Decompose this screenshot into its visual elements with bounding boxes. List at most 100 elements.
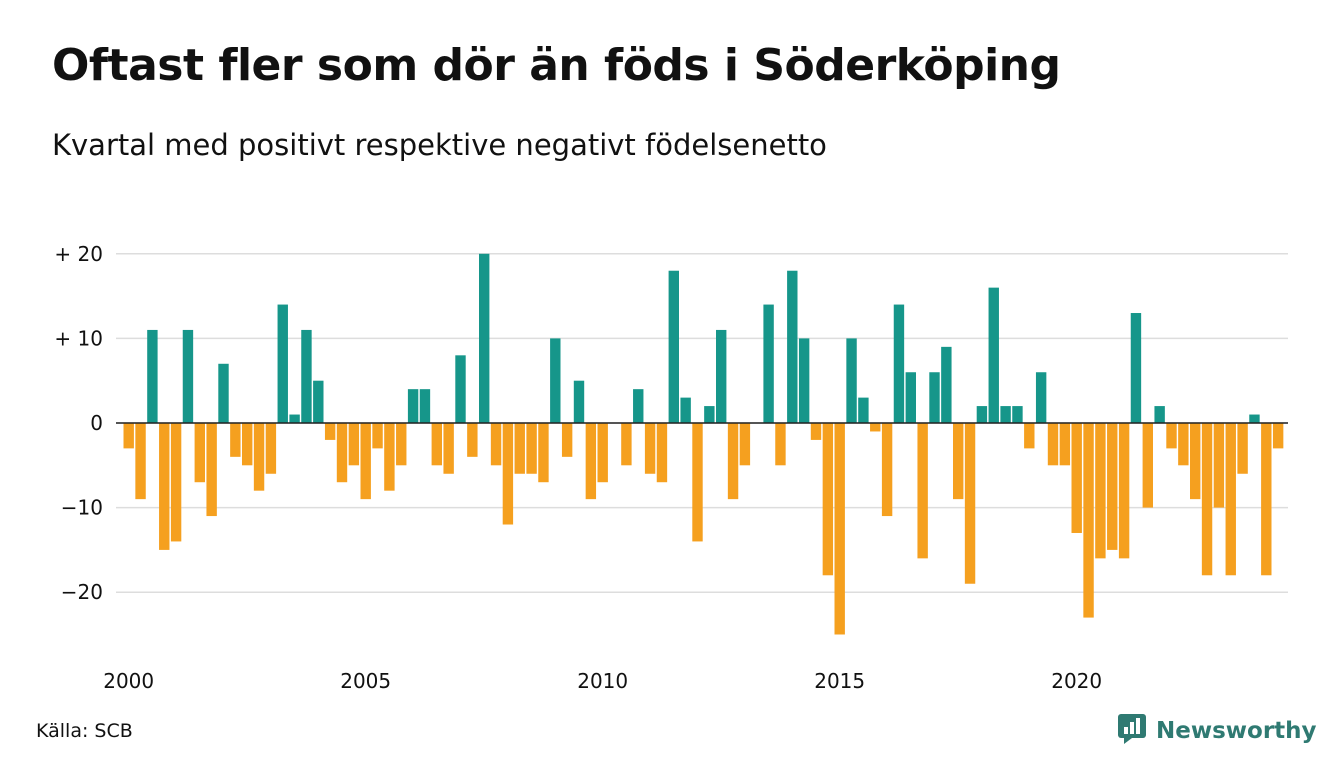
- bar: [1130, 313, 1142, 423]
- bar: [218, 363, 229, 423]
- bar: [621, 423, 632, 466]
- bar: [206, 423, 217, 517]
- bar: [1024, 423, 1035, 449]
- bar: [455, 355, 466, 423]
- bar: [846, 338, 857, 423]
- bar: [372, 423, 383, 449]
- bar: [1083, 423, 1094, 618]
- bar: [1237, 423, 1248, 474]
- bar: [893, 304, 905, 423]
- bar: [538, 423, 549, 483]
- bar-chart-speech-bubble-icon: [1118, 714, 1146, 748]
- bar: [834, 423, 845, 635]
- bar: [633, 389, 644, 423]
- bar: [668, 270, 679, 423]
- bar: [1047, 423, 1059, 466]
- bar: [692, 423, 703, 542]
- bar: [407, 389, 419, 423]
- bar: [289, 414, 300, 423]
- bar: [1107, 423, 1118, 550]
- x-tick-label: 2015: [814, 669, 865, 693]
- bar: [348, 423, 360, 466]
- bar: [490, 423, 502, 466]
- bar: [467, 423, 478, 457]
- bar: [929, 372, 940, 423]
- bar: [810, 423, 822, 440]
- bar: [881, 423, 893, 517]
- bar: [680, 397, 691, 423]
- bar: [301, 329, 312, 423]
- bar: [123, 423, 134, 449]
- bar: [1095, 423, 1106, 559]
- bar: [384, 423, 395, 491]
- bar: [858, 397, 869, 423]
- bar: [1272, 423, 1284, 449]
- bar: [170, 423, 182, 542]
- bar: [573, 380, 585, 423]
- bar: [265, 423, 277, 474]
- bar: [585, 423, 597, 500]
- bar: [313, 380, 324, 423]
- bar: [1118, 423, 1130, 559]
- y-tick-label: + 20: [54, 242, 103, 266]
- bars: [123, 253, 1284, 635]
- bar: [242, 423, 253, 466]
- bar: [135, 423, 146, 500]
- bar: [656, 423, 668, 483]
- bar: [431, 423, 442, 466]
- bar: [1213, 423, 1225, 508]
- bar: [419, 389, 431, 423]
- bar: [644, 423, 656, 474]
- bar: [739, 423, 751, 466]
- bar: [324, 423, 336, 440]
- bar: [1142, 423, 1153, 508]
- bar: [1035, 372, 1047, 423]
- bar: [964, 423, 976, 584]
- bar: [976, 406, 988, 423]
- bar: [1000, 406, 1011, 423]
- bar: [988, 287, 999, 423]
- bar: [704, 406, 715, 423]
- bar: [798, 338, 810, 423]
- bar: [1190, 423, 1201, 500]
- bar: [1178, 423, 1189, 466]
- bar: [253, 423, 265, 491]
- bar: [905, 372, 916, 423]
- x-tick-label: 2010: [577, 669, 628, 693]
- bar: [443, 423, 454, 474]
- x-tick-label: 2005: [340, 669, 391, 693]
- bar: [1225, 423, 1236, 576]
- x-tick-label: 2000: [103, 669, 154, 693]
- bar: [941, 346, 952, 423]
- bar: [1249, 414, 1260, 423]
- bar: [953, 423, 964, 500]
- bar: [182, 329, 194, 423]
- bar: [396, 423, 407, 466]
- chart-subtitle: Kvartal med positivt respektive negativt…: [52, 128, 827, 162]
- bar: [360, 423, 371, 500]
- bar: [787, 270, 798, 423]
- bar: [230, 423, 241, 457]
- bar: [147, 329, 158, 423]
- brand-logo: Newsworthy: [1118, 714, 1317, 748]
- bar-chart: + 20 + 10 0 −10 −20 2000 2005 2010 2015 2020: [54, 242, 1288, 693]
- bar: [597, 423, 608, 483]
- bar: [159, 423, 170, 550]
- bar: [277, 304, 288, 423]
- y-tick-label: 0: [90, 411, 103, 435]
- bar: [727, 423, 739, 500]
- bar: [917, 423, 928, 559]
- bar: [1154, 406, 1165, 423]
- bar: [514, 423, 525, 474]
- bar: [561, 423, 573, 457]
- bar: [336, 423, 348, 483]
- bar: [479, 253, 490, 423]
- bar: [194, 423, 205, 483]
- y-tick-label: −20: [61, 580, 103, 604]
- bar: [763, 304, 774, 423]
- axes: + 20 + 10 0 −10 −20 2000 2005 2010 2015 2020: [54, 242, 1288, 693]
- bar: [1166, 423, 1177, 449]
- x-tick-label: 2020: [1051, 669, 1102, 693]
- bar: [1012, 406, 1023, 423]
- y-tick-label: + 10: [54, 326, 103, 350]
